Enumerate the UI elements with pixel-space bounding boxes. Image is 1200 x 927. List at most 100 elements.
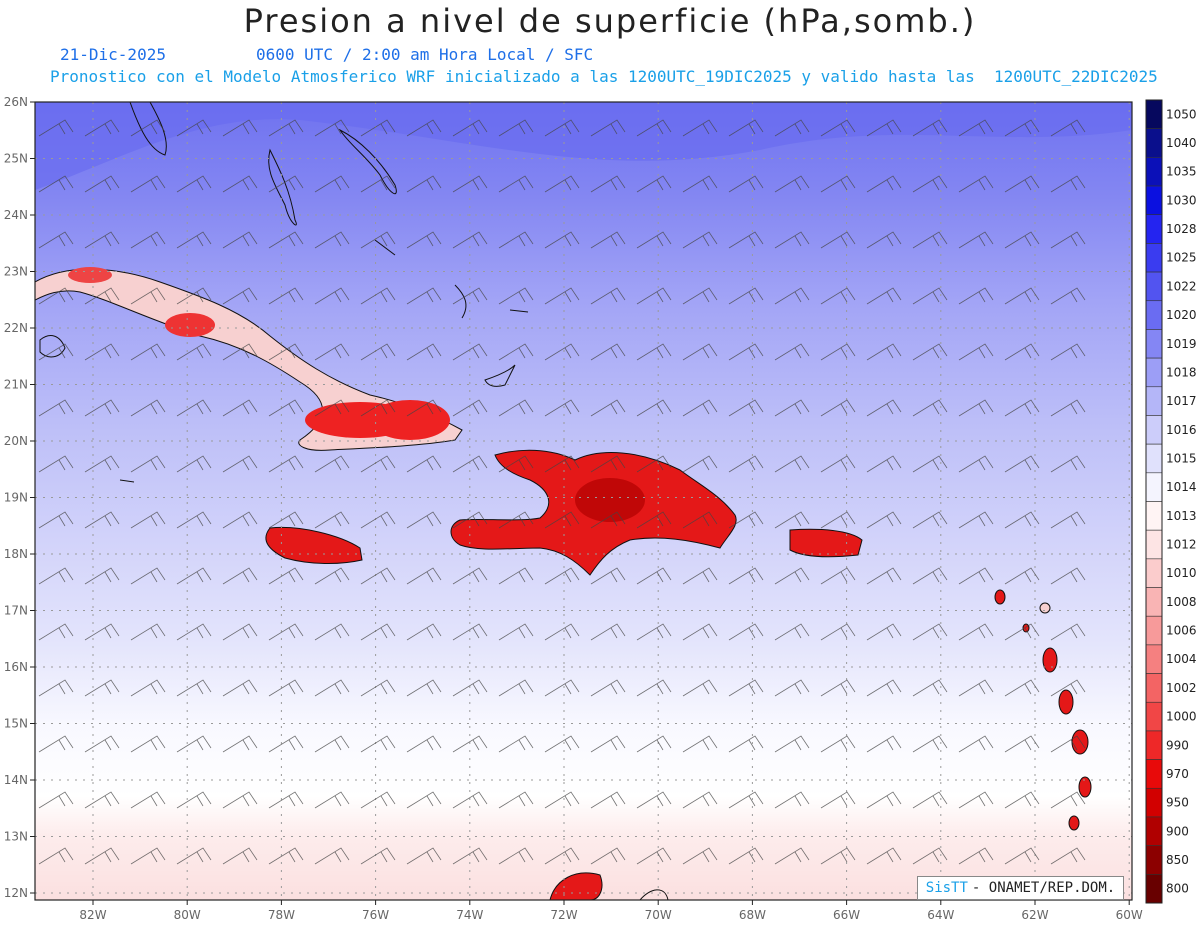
wind-barb [1004, 511, 1040, 529]
forecast-time: 0600 UTC / 2:00 am Hora Local / SFC [256, 45, 594, 64]
wind-barb [866, 455, 902, 473]
wind-barb [84, 119, 120, 137]
wind-barb [452, 791, 488, 809]
lon-label: 82W [79, 908, 106, 922]
lat-label: 18N [4, 547, 28, 561]
wind-barb [452, 287, 488, 305]
lon-label: 60W [1116, 908, 1143, 922]
wind-barb [498, 567, 534, 585]
wind-barb [682, 511, 718, 529]
wind-barb [820, 343, 856, 361]
wind-barb [84, 231, 120, 249]
wind-barb [84, 623, 120, 641]
colorbar-label: 1019 [1166, 337, 1197, 351]
wind-barb [958, 791, 994, 809]
wind-barb [176, 343, 212, 361]
wind-barb [268, 623, 304, 641]
wind-barb [774, 623, 810, 641]
wind-barb [1004, 287, 1040, 305]
colorbar-label: 1000 [1166, 710, 1197, 724]
wind-barb [84, 455, 120, 473]
wind-barb [406, 735, 442, 753]
colorbar-label: 990 [1166, 738, 1189, 752]
colorbar-swatch [1145, 185, 1163, 216]
wind-barb [360, 399, 396, 417]
wind-barb [38, 455, 74, 473]
wind-barb [728, 679, 764, 697]
wind-barb [774, 343, 810, 361]
colorbar-swatch [1145, 615, 1163, 646]
wind-barb [958, 455, 994, 473]
wind-barb [452, 119, 488, 137]
colorbar-swatch [1145, 300, 1163, 330]
wind-barb [452, 623, 488, 641]
lat-label: 17N [4, 604, 28, 618]
wind-barb [912, 679, 948, 697]
wind-barb [498, 455, 534, 473]
wind-barb [406, 399, 442, 417]
wind-barb [314, 623, 350, 641]
colorbar-label: 1012 [1166, 538, 1197, 552]
wind-barb [176, 511, 212, 529]
wind-barb [268, 791, 304, 809]
wind-barb [314, 735, 350, 753]
wind-barb [360, 735, 396, 753]
wind-barb [590, 567, 626, 585]
colorbar-label: 1025 [1166, 251, 1197, 265]
wind-barb [1004, 623, 1040, 641]
wind-barb [590, 735, 626, 753]
wind-barb [958, 679, 994, 697]
wind-barb [682, 623, 718, 641]
wind-barb [314, 567, 350, 585]
wind-barb [314, 847, 350, 865]
lat-label: 24N [4, 208, 28, 222]
wind-barb [452, 231, 488, 249]
wind-barb [498, 847, 534, 865]
wind-barb [452, 511, 488, 529]
wind-barb [682, 399, 718, 417]
wind-barb [222, 847, 258, 865]
wind-barb [590, 175, 626, 193]
wind-barb [866, 847, 902, 865]
lat-label: 23N [4, 265, 28, 279]
colorbar-swatch [1145, 472, 1163, 502]
wind-barb [774, 791, 810, 809]
wind-barb [912, 175, 948, 193]
wind-barb [636, 679, 672, 697]
land-bahamas [39, 102, 529, 483]
wind-barb [268, 343, 304, 361]
wind-barb [866, 287, 902, 305]
colorbar-label: 1022 [1166, 279, 1197, 293]
wind-barb [130, 623, 166, 641]
colorbar-swatch [1145, 99, 1163, 129]
wind-barb [590, 623, 626, 641]
wind-barb [176, 287, 212, 305]
colorbar-swatch [1145, 357, 1163, 388]
wind-barb [360, 343, 396, 361]
wind-barb [958, 399, 994, 417]
wind-barb [590, 791, 626, 809]
wind-barb [314, 399, 350, 417]
wind-barb [544, 735, 580, 753]
wind-barb [176, 847, 212, 865]
wind-barb [452, 343, 488, 361]
wind-barb [406, 679, 442, 697]
wind-barb [958, 119, 994, 137]
colorbar-label: 1035 [1166, 165, 1197, 179]
wind-barb [406, 567, 442, 585]
wind-barb [958, 231, 994, 249]
wind-barb [958, 287, 994, 305]
colorbar-frame [1145, 99, 1163, 904]
wind-barb [84, 399, 120, 417]
wind-barb [268, 679, 304, 697]
wind-barb [866, 343, 902, 361]
colorbar-swatch [1145, 157, 1163, 187]
longitude-labels: 82W 80W 78W 76W 74W 72W 70W 68W 66W 64W 62W 60W [79, 900, 1143, 922]
map-title: Presion a nivel de superficie (hPa,somb.… [243, 2, 977, 40]
colorbar-swatch [1145, 730, 1163, 760]
wind-barb [590, 847, 626, 865]
lat-label: 15N [4, 717, 28, 731]
wind-barb [222, 287, 258, 305]
lon-label: 78W [268, 908, 295, 922]
